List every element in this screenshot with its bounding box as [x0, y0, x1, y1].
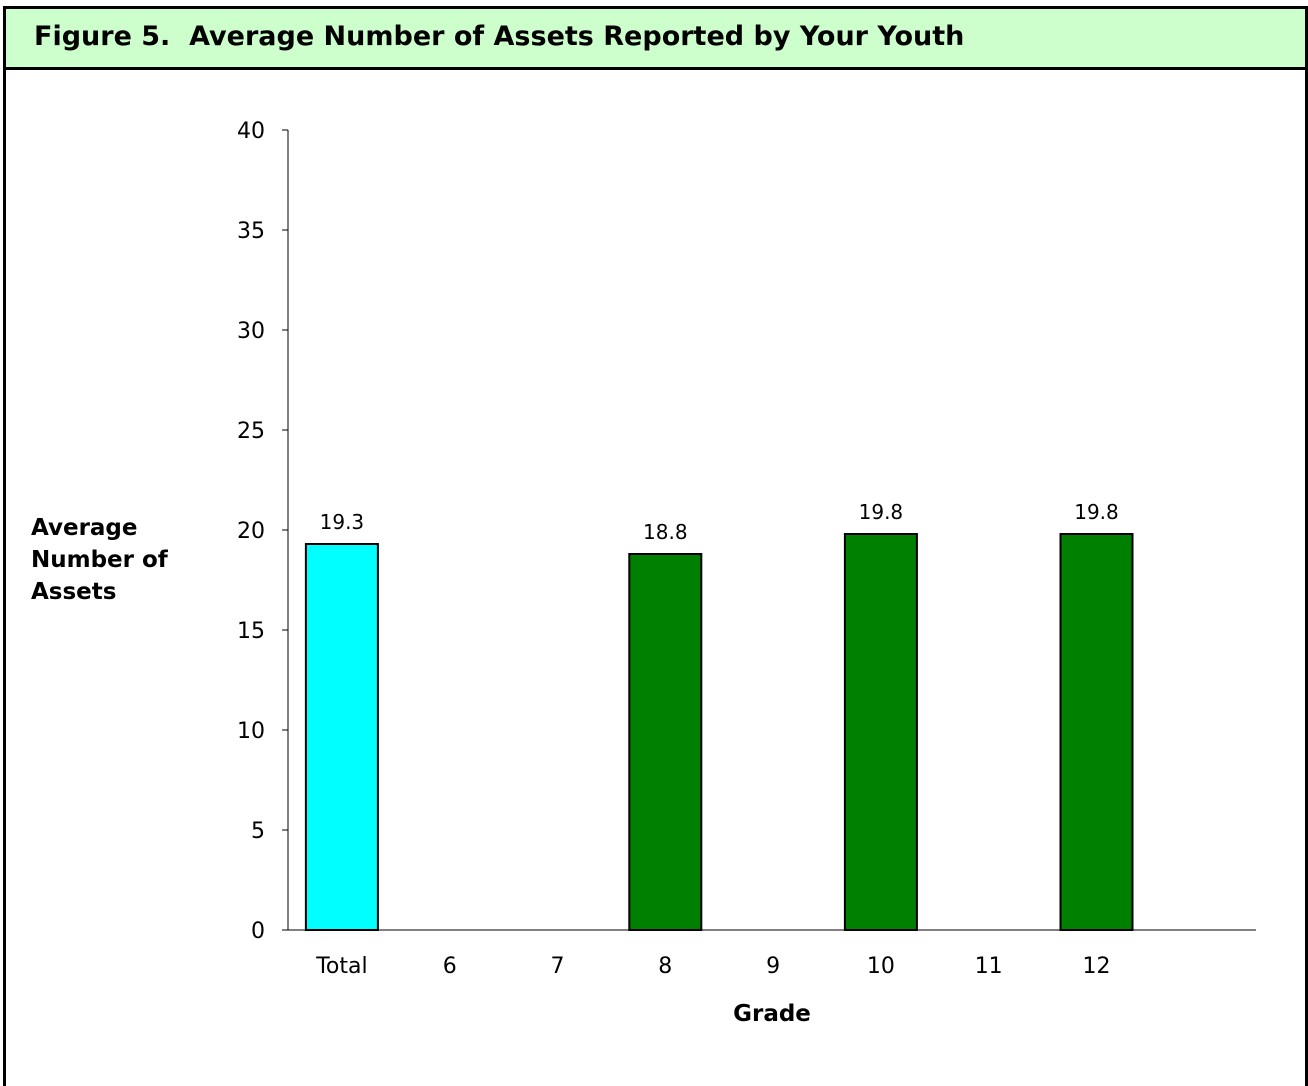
x-axis-title: Grade — [733, 1001, 811, 1027]
y-tick-label: 30 — [237, 319, 265, 344]
y-tick-label: 25 — [237, 419, 265, 444]
data-label: 18.8 — [643, 520, 688, 544]
y-axis-label: Average Number of Assets — [31, 512, 168, 608]
x-tick-label: 10 — [867, 954, 895, 979]
x-tick-label: 8 — [658, 954, 672, 979]
y-tick-label: 40 — [237, 119, 265, 144]
x-tick-label: 12 — [1083, 954, 1111, 979]
y-tick-label: 35 — [237, 219, 265, 244]
figure-title: Figure 5. Average Number of Assets Repor… — [34, 21, 965, 52]
y-tick-label: 15 — [237, 619, 265, 644]
bar-8 — [628, 553, 703, 931]
y-tick-label: 10 — [237, 719, 265, 744]
y-tick-label: 5 — [251, 819, 265, 844]
y-tick-label: 20 — [237, 519, 265, 544]
x-tick-label: 11 — [975, 954, 1003, 979]
x-tick-label: 6 — [443, 954, 457, 979]
figure-title-bar: Figure 5. Average Number of Assets Repor… — [6, 9, 1305, 70]
bar-12 — [1059, 533, 1134, 931]
y-axis-label-line-1: Average — [31, 515, 138, 541]
y-axis-label-line-2: Number of — [31, 547, 168, 573]
bar-10 — [843, 533, 918, 931]
figure-frame: Figure 5. Average Number of Assets Repor… — [3, 6, 1308, 1086]
data-label: 19.8 — [859, 500, 904, 524]
bar-total — [304, 543, 379, 931]
data-label: 19.8 — [1074, 500, 1119, 524]
x-tick-label: 9 — [766, 954, 780, 979]
data-label: 19.3 — [320, 510, 365, 534]
y-tick-label: 0 — [251, 919, 265, 944]
x-tick-label: 7 — [551, 954, 565, 979]
y-axis-label-line-3: Assets — [31, 579, 117, 605]
x-tick-label: Total — [315, 954, 367, 979]
